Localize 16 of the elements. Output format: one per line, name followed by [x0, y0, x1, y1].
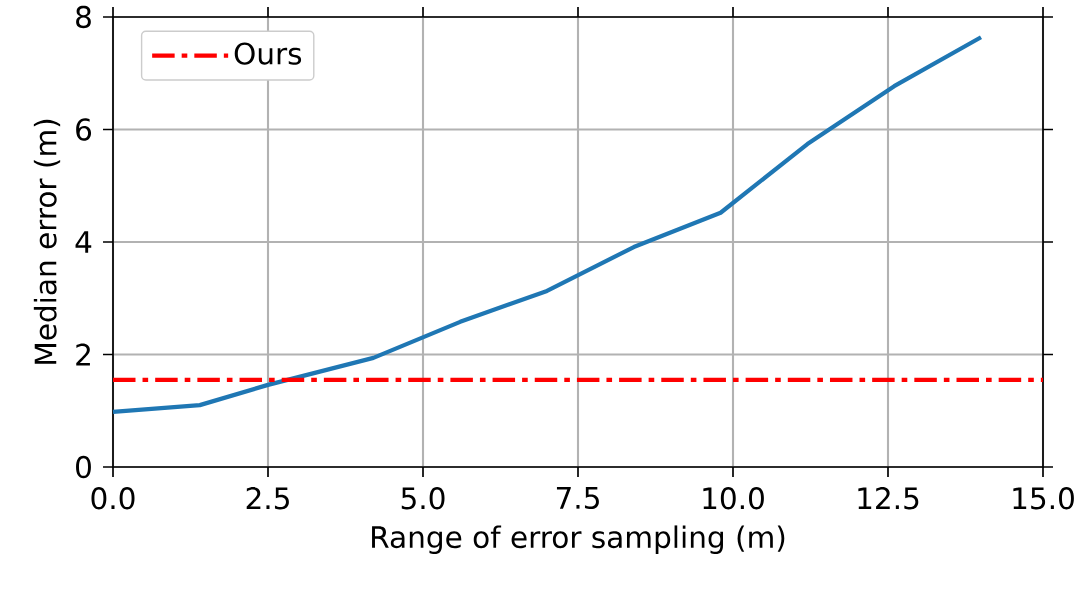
x-tick-label: 10.0 [703, 487, 764, 510]
y-tick-label: 4 [75, 231, 92, 253]
y-tick-label: 2 [76, 343, 90, 366]
x-tick-label: 12.5 [858, 487, 919, 510]
x-tick-label: 15.0 [1013, 487, 1074, 510]
x-axis-title: Range of error sampling (m) [372, 525, 785, 554]
x-tick-label: 0.0 [91, 487, 135, 510]
y-tick-label: 0 [76, 455, 91, 479]
x-tick-label: 7.5 [556, 487, 599, 510]
y-axis-title: Median error (m) [33, 119, 61, 364]
line-series [110, 35, 984, 414]
legend-label: Ours [234, 42, 302, 65]
y-tick-label: 6 [76, 118, 92, 141]
x-tick-label: 5.0 [401, 487, 445, 510]
y-tick-label: 8 [76, 5, 91, 29]
x-tick-label: 2.5 [246, 487, 289, 510]
